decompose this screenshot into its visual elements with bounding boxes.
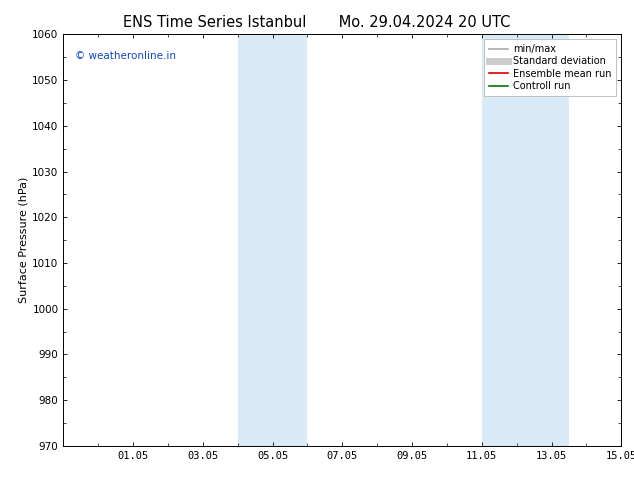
Legend: min/max, Standard deviation, Ensemble mean run, Controll run: min/max, Standard deviation, Ensemble me… xyxy=(484,39,616,96)
Bar xyxy=(238,34,307,446)
Text: © weatheronline.in: © weatheronline.in xyxy=(75,51,176,61)
Y-axis label: Surface Pressure (hPa): Surface Pressure (hPa) xyxy=(18,177,28,303)
Bar xyxy=(482,34,569,446)
Text: ENS Time Series Istanbul       Mo. 29.04.2024 20 UTC: ENS Time Series Istanbul Mo. 29.04.2024 … xyxy=(123,15,511,30)
